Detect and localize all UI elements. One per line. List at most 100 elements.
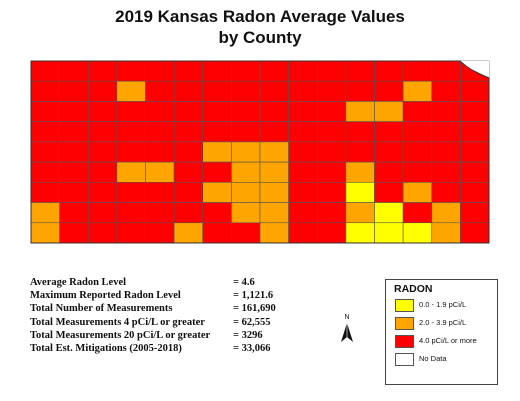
stat-label: Total Est. Mitigations (2005-2018) — [30, 342, 182, 354]
county-cell — [231, 222, 261, 244]
county-cell — [402, 182, 433, 203]
county-cell — [173, 222, 204, 244]
county-cell — [345, 101, 375, 122]
county-cell — [345, 121, 375, 143]
county-cell — [202, 222, 232, 244]
county-cell — [87, 60, 118, 82]
county-cell — [431, 60, 461, 82]
legend: RADON 0.0 - 1.9 pCi/L 2.0 - 3.9 pCi/L 4.… — [385, 279, 498, 385]
county-cell — [402, 202, 433, 224]
county-cell — [59, 121, 89, 143]
county-cell — [59, 80, 89, 102]
county-cell — [460, 182, 490, 203]
legend-title: RADON — [394, 283, 433, 295]
legend-swatch — [395, 335, 414, 348]
county-cell — [59, 60, 89, 82]
county-cell — [173, 101, 204, 122]
county-grid — [30, 60, 490, 244]
county-cell — [231, 121, 261, 143]
county-cell — [345, 80, 375, 102]
county-cell — [145, 182, 175, 203]
county-cell — [259, 222, 289, 244]
county-cell — [30, 161, 60, 183]
county-cell — [402, 60, 433, 82]
county-cell — [288, 101, 318, 122]
county-cell — [374, 101, 404, 122]
stat-value: = 33,066 — [233, 342, 271, 354]
county-cell — [202, 182, 232, 203]
county-cell — [116, 80, 146, 102]
county-cell — [231, 161, 261, 183]
county-cell — [30, 222, 60, 244]
county-cell — [431, 121, 461, 143]
county-cell — [345, 141, 375, 163]
title-line-2: by County — [218, 28, 302, 47]
county-cell — [259, 182, 289, 203]
county-cell — [145, 60, 175, 82]
stat-label: Total Measurements 20 pCi/L or greater — [30, 329, 211, 341]
county-cell — [30, 202, 60, 224]
county-cell — [402, 141, 433, 163]
county-cell — [431, 101, 461, 122]
county-cell — [145, 161, 175, 183]
county-cell — [145, 80, 175, 102]
county-cell — [431, 161, 461, 183]
county-cell — [173, 141, 204, 163]
county-cell — [30, 182, 60, 203]
county-cell — [59, 202, 89, 224]
county-cell — [145, 121, 175, 143]
county-cell — [316, 222, 347, 244]
title-line-1: 2019 Kansas Radon Average Values — [115, 7, 405, 26]
county-cell — [259, 202, 289, 224]
county-cell — [202, 141, 232, 163]
county-cell — [173, 161, 204, 183]
county-cell — [460, 222, 490, 244]
stat-value: = 62,555 — [233, 316, 271, 328]
county-cell — [374, 161, 404, 183]
county-cell — [231, 182, 261, 203]
county-cell — [59, 222, 89, 244]
north-arrow-icon — [341, 323, 353, 342]
county-cell — [87, 182, 118, 203]
county-cell — [259, 161, 289, 183]
county-cell — [460, 202, 490, 224]
county-cell — [316, 121, 347, 143]
map-title: 2019 Kansas Radon Average Values by Coun… — [0, 6, 520, 48]
county-cell — [87, 141, 118, 163]
county-cell — [374, 182, 404, 203]
county-cell — [173, 60, 204, 82]
legend-label: 2.0 - 3.9 pCi/L — [419, 318, 467, 327]
legend-swatch — [395, 317, 414, 330]
county-cell — [374, 141, 404, 163]
county-cell — [87, 222, 118, 244]
county-cell — [316, 80, 347, 102]
legend-swatch — [395, 299, 414, 312]
county-cell — [202, 60, 232, 82]
stat-label: Total Number of Measurements — [30, 303, 173, 315]
county-cell — [202, 101, 232, 122]
county-cell — [87, 121, 118, 143]
county-cell — [431, 182, 461, 203]
county-cell — [116, 60, 146, 82]
county-cell — [116, 202, 146, 224]
county-cell — [30, 60, 60, 82]
county-cell — [288, 60, 318, 82]
county-cell — [316, 60, 347, 82]
county-cell — [316, 141, 347, 163]
county-cell — [402, 121, 433, 143]
county-cell — [59, 101, 89, 122]
county-cell — [87, 101, 118, 122]
county-cell — [288, 80, 318, 102]
county-cell — [374, 121, 404, 143]
county-cell — [30, 121, 60, 143]
county-cell — [460, 121, 490, 143]
state-border-notch — [460, 61, 489, 78]
county-cell — [316, 182, 347, 203]
county-cell — [59, 182, 89, 203]
county-cell — [116, 101, 146, 122]
county-cell — [202, 161, 232, 183]
stat-label: Total Measurements 4 pCi/L or greater — [30, 316, 205, 328]
county-cell — [173, 80, 204, 102]
stat-label: Average Radon Level — [30, 277, 127, 288]
